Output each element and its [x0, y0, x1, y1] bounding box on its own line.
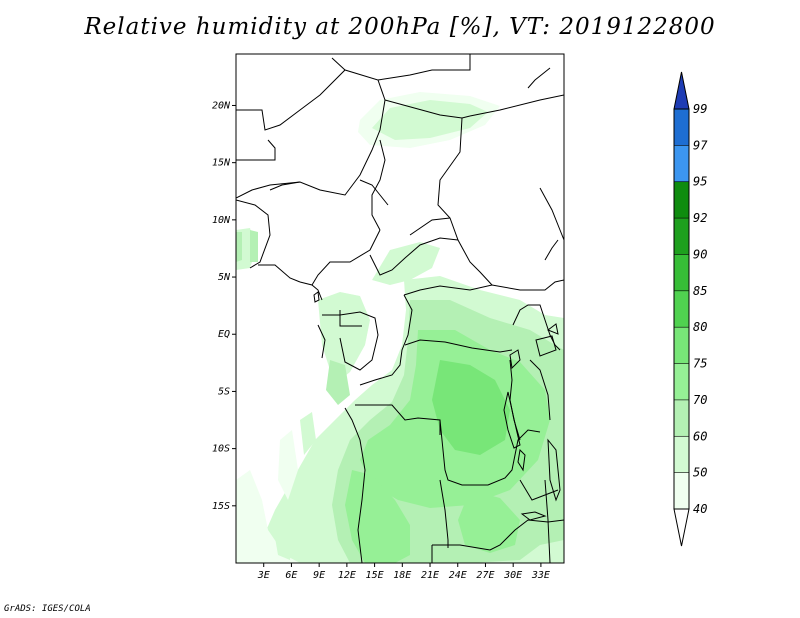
- colorbar-level-label: 92: [693, 211, 707, 225]
- colorbar-segment: [674, 181, 689, 219]
- red-sea-coast: [527, 67, 551, 89]
- lon-tick-label: 21E: [421, 570, 439, 581]
- colorbar-level-label: 99: [693, 102, 707, 116]
- humidity-shading: [236, 92, 564, 563]
- colorbar-level-label: 90: [693, 247, 707, 261]
- lon-tick-label: 24E: [449, 570, 467, 581]
- colorbar-level-label: 50: [693, 466, 707, 480]
- colorbar-segment: [674, 109, 689, 146]
- map-frame: [235, 53, 565, 564]
- longitude-axis: 3E 6E 9E 12E 15E 18E 21E 24E 27E 30E 33E: [257, 563, 550, 581]
- colorbar-level-label: 75: [693, 357, 707, 371]
- lon-tick-label: 18E: [393, 570, 411, 581]
- colorbar-level-label: 70: [693, 393, 707, 407]
- colorbar-frame: [673, 108, 690, 510]
- chart-title: Relative humidity at 200hPa [%], VT: 201…: [84, 14, 716, 40]
- credit-label: GrADS: IGES/COLA: [4, 604, 91, 614]
- lat-tick-label: 15S: [212, 501, 230, 512]
- colorbar-segment: [674, 436, 689, 473]
- lakes: [313, 291, 561, 521]
- colorbar-level-label: 97: [693, 138, 708, 152]
- colorbar-segment: [674, 363, 689, 400]
- colorbar-segment: [674, 218, 689, 255]
- lat-tick-label: 5N: [218, 272, 231, 283]
- lon-tick-label: 15E: [366, 570, 384, 581]
- lon-tick-label: 6E: [285, 570, 297, 581]
- colorbar-level-label: 85: [693, 284, 707, 298]
- colorbar-level-label: 95: [693, 175, 707, 189]
- colorbar-segment: [674, 472, 689, 509]
- colorbar-level-label: 40: [693, 502, 707, 516]
- lon-tick-label: 3E: [257, 570, 270, 581]
- colorbar-segment: [674, 327, 689, 364]
- lat-tick-label: 10N: [212, 215, 231, 226]
- lat-tick-label: EQ: [218, 329, 230, 340]
- colorbar-level-label: 80: [693, 320, 707, 334]
- colorbar-segment: [674, 399, 689, 437]
- lat-tick-label: 20N: [212, 100, 231, 111]
- lon-tick-label: 9E: [313, 570, 325, 581]
- colorbar-level-label: 60: [693, 429, 707, 443]
- lon-tick-label: 33E: [531, 570, 550, 581]
- colorbar-segment: [674, 290, 689, 328]
- lon-tick-label: 27E: [476, 570, 494, 581]
- colorbar-lower-arrow: [673, 508, 690, 547]
- colorbar-segment: [674, 254, 689, 291]
- country-boundaries: [236, 54, 564, 563]
- lat-tick-label: 15N: [212, 158, 231, 169]
- colorbar-legend: 99 97 95 92 90 85 80 75 70 60 50 40: [673, 71, 708, 547]
- lat-tick-label: 5S: [218, 386, 230, 397]
- latitude-axis: 20N 15N 10N 5N EQ 5S 10S 15S: [212, 100, 236, 512]
- lon-tick-label: 12E: [338, 570, 356, 581]
- lon-tick-label: 30E: [503, 570, 522, 581]
- colorbar-upper-arrow: [673, 71, 690, 110]
- colorbar-segment: [674, 145, 689, 182]
- lat-tick-label: 10S: [212, 444, 230, 455]
